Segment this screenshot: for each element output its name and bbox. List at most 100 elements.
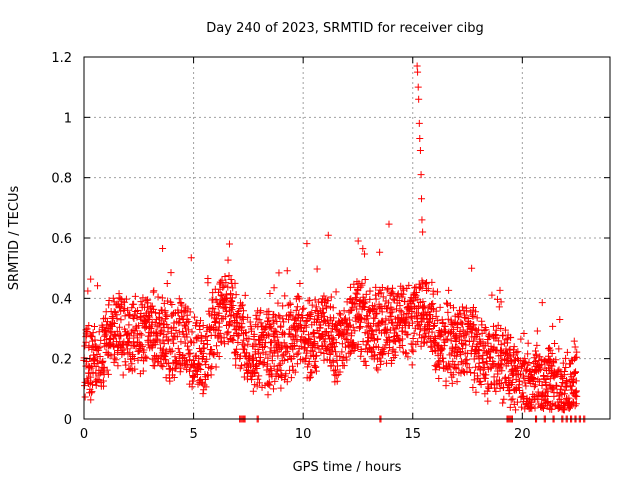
scatter-point <box>319 305 327 313</box>
scatter-point <box>393 331 401 339</box>
x-axis-title: GPS time / hours <box>293 460 402 475</box>
scatter-point <box>191 313 199 321</box>
scatter-point <box>409 335 417 343</box>
scatter-point <box>170 373 178 381</box>
scatter-point <box>368 327 376 335</box>
scatter-point <box>263 360 271 368</box>
scatter-point <box>426 318 434 326</box>
scatter-point <box>379 293 387 301</box>
scatter-point <box>497 341 505 349</box>
scatter-point <box>439 358 447 366</box>
scatter-point <box>324 231 332 239</box>
scatter-point <box>370 352 378 360</box>
scatter-point <box>419 314 427 322</box>
scatter-point <box>292 306 300 314</box>
scatter-point <box>266 323 274 331</box>
scatter-point <box>436 303 444 311</box>
scatter-point <box>175 319 183 327</box>
scatter-point <box>196 325 204 333</box>
scatter-point <box>483 360 491 368</box>
scatter-point <box>148 302 156 310</box>
scatter-point <box>486 353 494 361</box>
scatter-point <box>428 278 436 286</box>
scatter-point <box>225 240 233 248</box>
scatter-point <box>95 346 103 354</box>
scatter-point <box>358 281 366 289</box>
scatter-point <box>292 326 300 334</box>
scatter-point <box>498 367 506 375</box>
scatter-point <box>229 301 237 309</box>
scatter-point <box>441 322 449 330</box>
scatter-point <box>338 348 346 356</box>
scatter-point <box>279 315 287 323</box>
scatter-point <box>228 306 236 314</box>
scatter-point <box>368 347 376 355</box>
scatter-point <box>551 339 559 347</box>
scatter-point <box>343 356 351 364</box>
scatter-point <box>163 313 171 321</box>
scatter-point <box>377 289 385 297</box>
scatter-point <box>386 326 394 334</box>
scatter-point <box>211 318 219 326</box>
scatter-point <box>513 366 521 374</box>
scatter-point <box>544 345 552 353</box>
scatter-point <box>309 328 317 336</box>
scatter-point <box>244 340 252 348</box>
scatter-point <box>506 345 514 353</box>
scatter-point <box>434 288 442 296</box>
scatter-point <box>487 380 495 388</box>
scatter-point <box>237 302 245 310</box>
scatter-point <box>347 295 355 303</box>
scatter-point <box>276 313 284 321</box>
scatter-point <box>488 291 496 299</box>
scatter-point <box>215 319 223 327</box>
scatter-point <box>273 367 281 375</box>
scatter-point <box>96 343 104 351</box>
scatter-point <box>465 364 473 372</box>
scatter-point <box>99 377 107 385</box>
scatter-point <box>469 312 477 320</box>
scatter-point <box>434 317 442 325</box>
scatter-point <box>548 385 556 393</box>
scatter-point <box>218 276 226 284</box>
scatter-point <box>317 298 325 306</box>
spike-point <box>415 119 423 127</box>
scatter-point <box>462 356 470 364</box>
scatter-point <box>408 361 416 369</box>
scatter-point <box>119 371 127 379</box>
scatter-point <box>542 380 550 388</box>
scatter-point <box>286 299 294 307</box>
axis-ticks: 0 5 10 15 20 0 0.2 0.4 0.6 0.8 1 1.2 <box>51 51 610 442</box>
scatter-point <box>470 369 478 377</box>
scatter-point <box>200 344 208 352</box>
scatter-point <box>554 367 562 375</box>
scatter-point <box>171 353 179 361</box>
scatter-point <box>332 339 340 347</box>
scatter-point <box>388 306 396 314</box>
scatter-point <box>384 349 392 357</box>
scatter-point <box>445 286 453 294</box>
scatter-point <box>506 403 514 411</box>
scatter-point <box>278 352 286 360</box>
scatter-point <box>81 393 89 401</box>
scatter-point <box>435 360 443 368</box>
scatter-point <box>357 347 365 355</box>
spike-point <box>418 216 426 224</box>
scatter-point <box>123 345 131 353</box>
scatter-point <box>389 319 397 327</box>
scatter-point <box>290 316 298 324</box>
scatter-point <box>452 337 460 345</box>
scatter-point <box>235 331 243 339</box>
scatter-point <box>146 336 154 344</box>
scatter-point <box>187 254 195 262</box>
scatter-point <box>376 248 384 256</box>
scatter-point <box>361 275 369 283</box>
scatter-point <box>496 384 504 392</box>
scatter-point <box>194 333 202 341</box>
scatter-point <box>478 317 486 325</box>
scatter-point <box>172 326 180 334</box>
scatter-point <box>221 313 229 321</box>
scatter-point <box>370 331 378 339</box>
scatter-point <box>386 291 394 299</box>
scatter-point <box>404 353 412 361</box>
